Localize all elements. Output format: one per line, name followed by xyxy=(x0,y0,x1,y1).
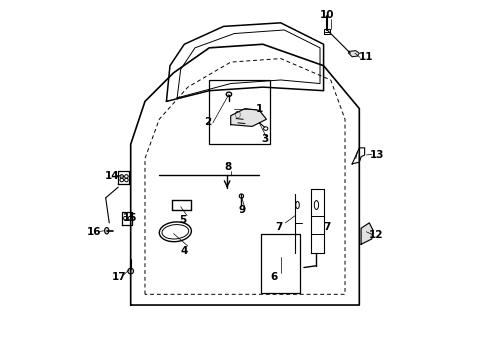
Text: 15: 15 xyxy=(122,213,137,223)
Polygon shape xyxy=(361,223,373,244)
Polygon shape xyxy=(122,212,132,225)
Text: 9: 9 xyxy=(239,205,245,215)
Text: 3: 3 xyxy=(261,134,268,144)
Text: 17: 17 xyxy=(112,272,126,282)
Text: 7: 7 xyxy=(323,222,331,232)
Polygon shape xyxy=(231,109,267,126)
Text: 6: 6 xyxy=(270,272,278,282)
Text: 1: 1 xyxy=(256,104,263,113)
Text: 16: 16 xyxy=(87,227,101,237)
Text: 2: 2 xyxy=(204,117,211,127)
Text: 14: 14 xyxy=(105,171,120,181)
Text: 7: 7 xyxy=(275,222,283,232)
Bar xyxy=(209,80,270,144)
Text: 12: 12 xyxy=(369,230,384,240)
Polygon shape xyxy=(348,51,359,57)
Ellipse shape xyxy=(128,268,134,274)
Text: 13: 13 xyxy=(370,150,385,160)
Text: 4: 4 xyxy=(181,246,188,256)
Ellipse shape xyxy=(104,228,109,234)
Text: 8: 8 xyxy=(224,162,231,172)
Polygon shape xyxy=(118,171,129,184)
Bar xyxy=(324,29,330,34)
Text: 11: 11 xyxy=(359,53,374,63)
Text: 10: 10 xyxy=(320,10,334,19)
Bar xyxy=(261,234,300,293)
Text: 5: 5 xyxy=(179,215,186,225)
